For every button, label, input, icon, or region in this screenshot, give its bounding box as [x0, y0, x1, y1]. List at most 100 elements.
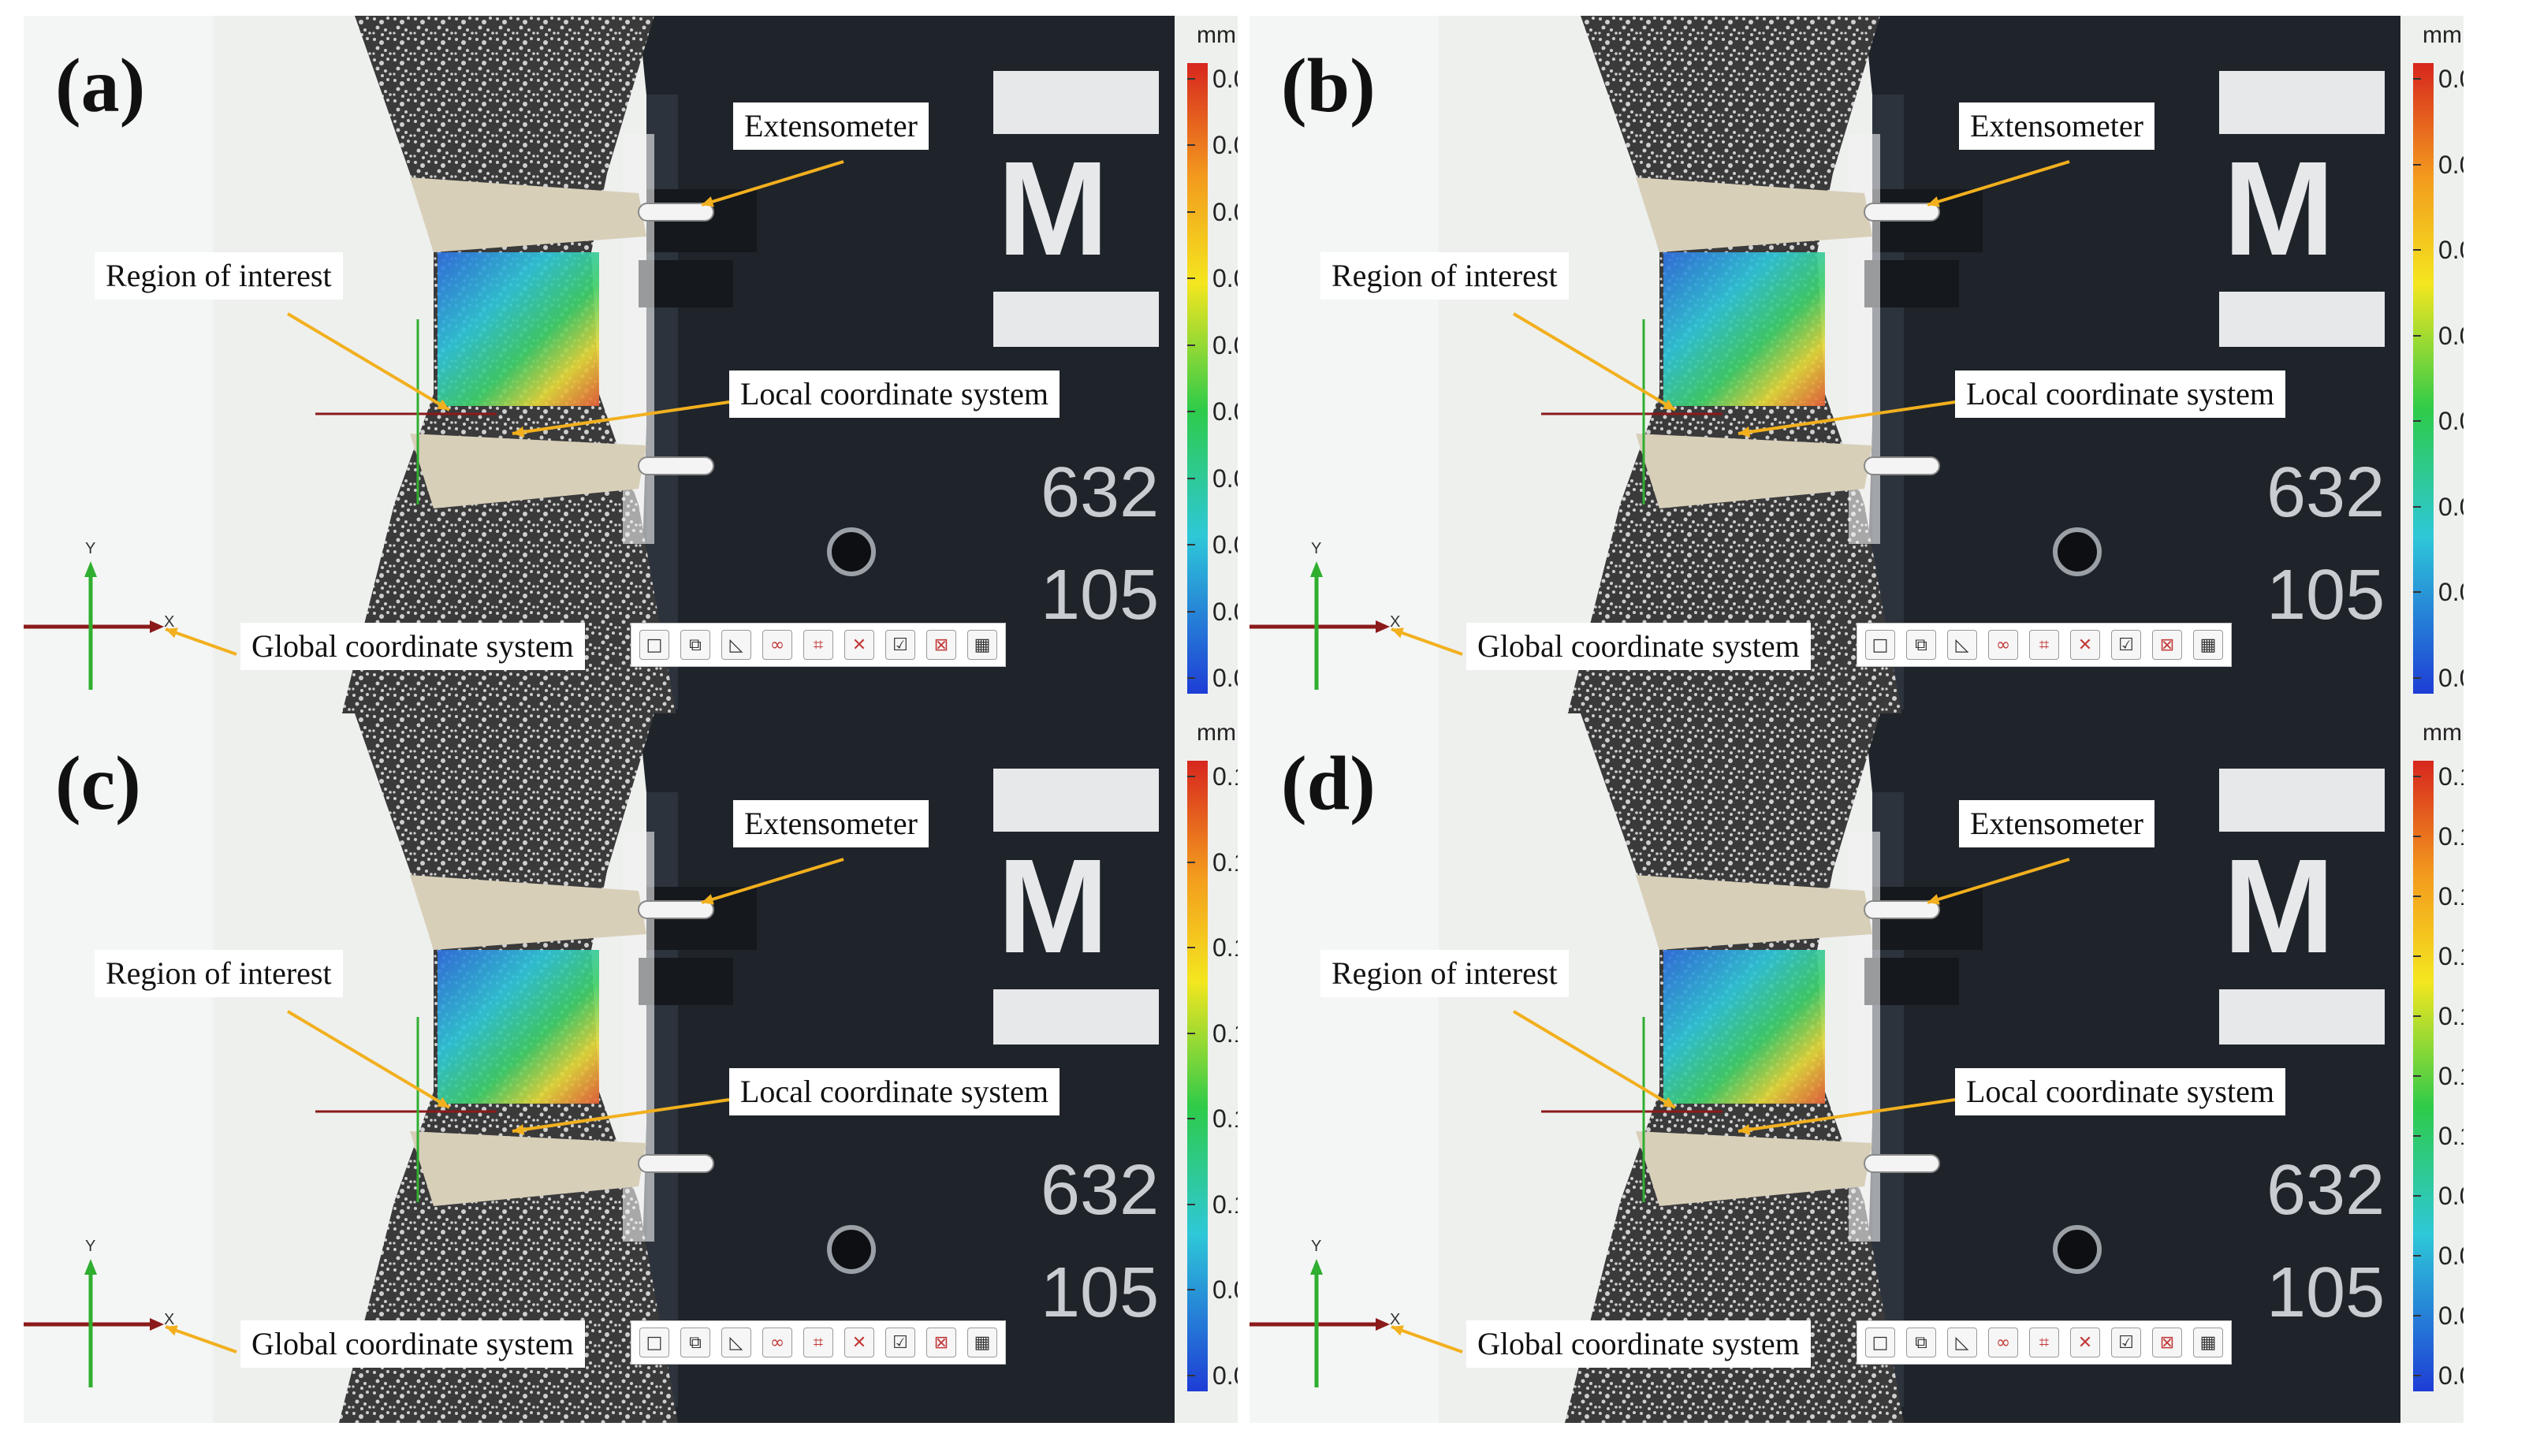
- region-of-interest-callout: Region of interest: [1320, 252, 1569, 300]
- colorbar-tick-label: 0.090: [2438, 150, 2464, 179]
- machine-brand-text: M: [2223, 832, 2335, 981]
- colorbar-tickmark: [1187, 1289, 1195, 1291]
- link-icon[interactable]: ∞: [1988, 1328, 2018, 1357]
- panel-b: M 632 105 (b) Extensometer Region of interest…: [1250, 16, 2464, 725]
- select-icon[interactable]: ⌗: [803, 1328, 833, 1357]
- colorbar-unit: mm: [2423, 720, 2462, 746]
- square-icon[interactable]: □: [639, 1328, 669, 1357]
- colorbar-tickmark: [2413, 1255, 2421, 1257]
- machine-code-2: 105: [1041, 556, 1160, 635]
- colorbar-tick-label: 0.165: [1212, 847, 1238, 877]
- colorbar-tickmark: [1187, 411, 1195, 413]
- select-icon[interactable]: ⌗: [2029, 1328, 2059, 1357]
- colorbar-tick-label: 0.105: [1212, 1190, 1238, 1219]
- colorbar-tick-label: 0.060: [2438, 1361, 2464, 1390]
- link-icon[interactable]: ∞: [762, 1328, 792, 1357]
- colorbar-tick-label: 0.120: [2438, 1002, 2464, 1030]
- deselect-icon[interactable]: ✕: [2070, 630, 2100, 660]
- global-x-axis-letter: X: [1390, 1311, 1401, 1328]
- colorbar-tick-label: 0.068: [1212, 330, 1238, 359]
- select-icon[interactable]: ⌗: [803, 630, 833, 660]
- check-icon[interactable]: ☑: [885, 1328, 915, 1357]
- colorbar-tickmark: [1187, 477, 1195, 479]
- global-y-axis-letter: Y: [85, 540, 96, 557]
- colorbar-tickmark: [2413, 163, 2421, 166]
- machine-code-1: 632: [2266, 1151, 2385, 1230]
- colorbar-tick-label: 0.080: [2438, 1242, 2464, 1270]
- grid-icon[interactable]: ▦: [967, 630, 997, 660]
- colorbar-unit: mm: [2423, 22, 2462, 48]
- colorbar-tick-label: 0.098: [1212, 65, 1238, 93]
- cancel-icon[interactable]: ⊠: [926, 630, 956, 660]
- colorbar-tickmark: [1187, 776, 1195, 777]
- ruler-icon[interactable]: ◺: [1947, 630, 1977, 660]
- machine-code-1: 632: [1041, 1151, 1160, 1230]
- cancel-icon[interactable]: ⊠: [2152, 1328, 2182, 1357]
- global-x-axis-letter: X: [1390, 613, 1401, 631]
- colorbar-tickmark: [1187, 544, 1195, 546]
- colorbar-tickmark: [1187, 344, 1195, 346]
- grid-icon[interactable]: ▦: [2193, 1328, 2223, 1357]
- crop-icon[interactable]: ⧉: [680, 1328, 710, 1357]
- deselect-icon[interactable]: ✕: [844, 630, 874, 660]
- link-icon[interactable]: ∞: [1988, 630, 2018, 660]
- deselect-icon[interactable]: ✕: [2070, 1328, 2100, 1357]
- colorbar-unit: mm: [1197, 22, 1236, 48]
- local-coordinate-callout: Local coordinate system: [1955, 1068, 2285, 1115]
- cancel-icon[interactable]: ⊠: [2152, 630, 2182, 660]
- global-y-axis-letter: Y: [85, 1238, 96, 1255]
- colorbar-tick-label: 0.045: [2438, 664, 2464, 692]
- check-icon[interactable]: ☑: [2111, 1328, 2141, 1357]
- colorbar-tick-label: 0.130: [2438, 942, 2464, 970]
- check-icon[interactable]: ☑: [885, 630, 915, 660]
- specimen-photo: [24, 713, 1238, 1423]
- global-y-axis-letter: Y: [1311, 1238, 1322, 1255]
- ruler-icon[interactable]: ◺: [721, 1328, 751, 1357]
- ruler-icon[interactable]: ◺: [721, 630, 751, 660]
- colorbar-tickmark: [1187, 610, 1195, 613]
- global-coordinate-callout: Global coordinate system: [240, 623, 585, 670]
- colorbar-tickmark: [2413, 677, 2421, 679]
- panel-a: M 632 105 (a) Extensometer Region of interest…: [24, 16, 1238, 725]
- global-x-axis-letter: X: [164, 1311, 175, 1328]
- machine-code-2: 105: [2266, 556, 2385, 635]
- colorbar-tick-label: 0.083: [1212, 197, 1238, 226]
- grid-icon[interactable]: ▦: [967, 1328, 997, 1357]
- machine-code-1: 632: [2266, 453, 2385, 532]
- square-icon[interactable]: □: [1865, 1328, 1895, 1357]
- colorbar-tick-label: 0.140: [2438, 882, 2464, 910]
- local-coordinate-callout: Local coordinate system: [1955, 371, 2285, 418]
- crop-icon[interactable]: ⧉: [680, 630, 710, 660]
- square-icon[interactable]: □: [639, 630, 669, 660]
- colorbar-tick-label: 0.152: [2438, 822, 2464, 851]
- check-icon[interactable]: ☑: [2111, 630, 2141, 660]
- select-icon[interactable]: ⌗: [2029, 630, 2059, 660]
- grid-icon[interactable]: ▦: [2193, 630, 2223, 660]
- colorbar-tickmark: [2413, 505, 2421, 508]
- colorbar-tick-label: 0.038: [1212, 597, 1238, 626]
- global-x-axis-letter: X: [164, 613, 175, 631]
- region-of-interest-callout: Region of interest: [95, 252, 343, 300]
- ruler-icon[interactable]: ◺: [1947, 1328, 1977, 1357]
- view-toolbar: □ ⧉ ◺ ∞ ⌗ ✕ ☑ ⊠ ▦: [631, 1320, 1006, 1365]
- colorbar-tickmark: [1187, 1203, 1195, 1205]
- crop-icon[interactable]: ⧉: [1906, 630, 1936, 660]
- view-toolbar: □ ⧉ ◺ ∞ ⌗ ✕ ☑ ⊠ ▦: [1857, 1320, 2232, 1365]
- colorbar-tick-label: 0.060: [1212, 397, 1238, 426]
- square-icon[interactable]: □: [1865, 630, 1895, 660]
- colorbar-tickmark: [1187, 677, 1195, 679]
- colorbar-tick-label: 0.098: [2438, 65, 2464, 93]
- link-icon[interactable]: ∞: [762, 630, 792, 660]
- view-toolbar: □ ⧉ ◺ ∞ ⌗ ✕ ☑ ⊠ ▦: [631, 623, 1006, 667]
- colorbar-tickmark: [1187, 78, 1195, 80]
- extensometer-callout: Extensometer: [1959, 102, 2155, 150]
- panel-label: (a): [55, 43, 146, 128]
- crop-icon[interactable]: ⧉: [1906, 1328, 1936, 1357]
- deselect-icon[interactable]: ✕: [844, 1328, 874, 1357]
- colorbar-tickmark: [2413, 1135, 2421, 1137]
- machine-code-1: 632: [1041, 453, 1160, 532]
- cancel-icon[interactable]: ⊠: [926, 1328, 956, 1357]
- colorbar-tickmark: [2413, 955, 2421, 957]
- panel-label: (b): [1281, 43, 1376, 128]
- colorbar-tick-label: 0.150: [1212, 933, 1238, 963]
